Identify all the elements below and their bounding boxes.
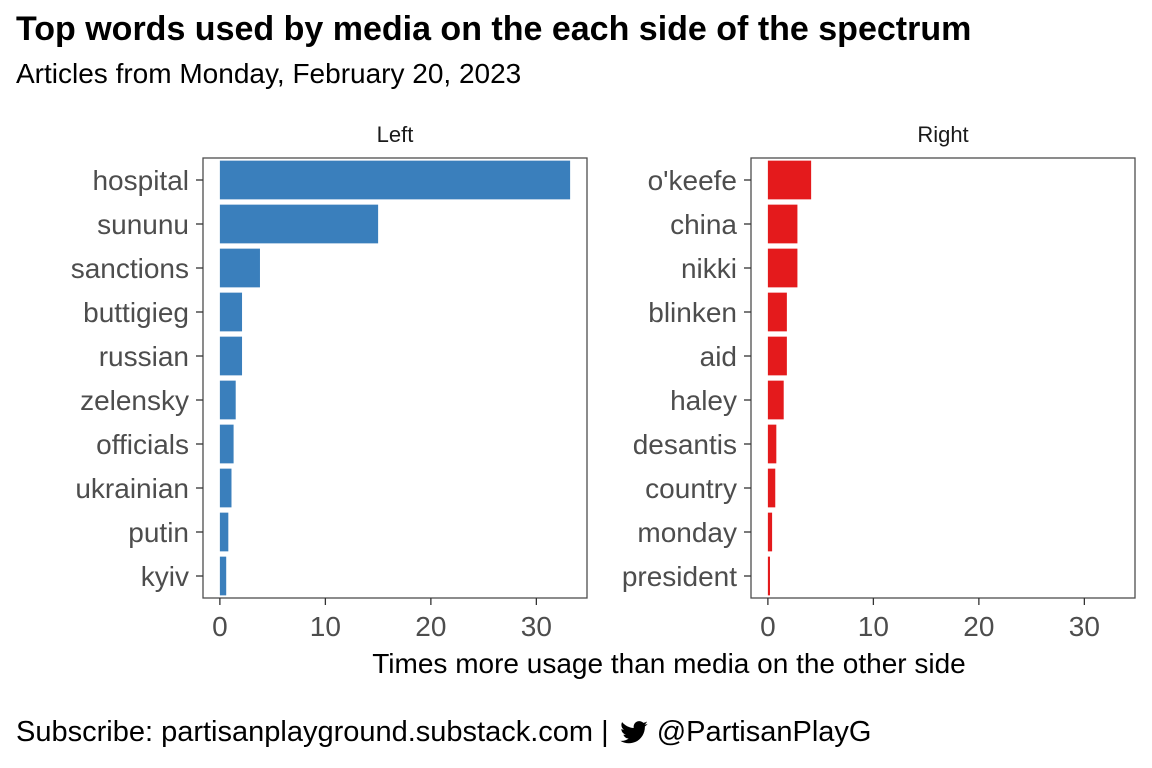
facet-label: Right: [917, 122, 968, 147]
x-tick-label: 20: [415, 611, 446, 642]
bar: [219, 336, 243, 376]
bar: [219, 512, 229, 552]
category-label: nikki: [681, 253, 737, 284]
category-label: putin: [128, 517, 189, 548]
x-tick-label: 10: [310, 611, 341, 642]
category-label: russian: [99, 341, 189, 372]
bar: [767, 512, 773, 552]
bar: [219, 424, 234, 464]
footer: Subscribe: partisanplayground.substack.c…: [16, 716, 871, 749]
category-label: kyiv: [141, 561, 189, 592]
bar: [219, 248, 260, 288]
bar: [219, 556, 227, 596]
twitter-bird-icon: [617, 718, 651, 748]
x-tick-label: 30: [1069, 611, 1100, 642]
x-axis-title: Times more usage than media on the other…: [372, 648, 966, 679]
bar: [767, 468, 776, 508]
category-label: sanctions: [71, 253, 189, 284]
x-tick-label: 20: [963, 611, 994, 642]
x-tick-label: 30: [521, 611, 552, 642]
facet-left: Left hospital sununu sanctions buttigieg russ…: [71, 122, 588, 642]
footer-subscribe-text: Subscribe: partisanplayground.substack.c…: [16, 716, 609, 748]
x-tick-label: 10: [858, 611, 889, 642]
bar: [219, 468, 232, 508]
bar: [767, 292, 787, 332]
bar: [767, 336, 787, 376]
category-label: monday: [637, 517, 737, 548]
chart-title: Top words used by media on the each side…: [16, 10, 972, 48]
facet-label: Left: [377, 122, 414, 147]
category-label: o'keefe: [648, 165, 737, 196]
bar: [219, 380, 236, 420]
bar: [767, 248, 798, 288]
bar: [219, 160, 571, 200]
x-tick-label: 0: [760, 611, 776, 642]
panel-border: [750, 157, 1136, 599]
bar: [767, 204, 798, 244]
x-tick-label: 0: [212, 611, 228, 642]
facet-right: Right o'keefe china nikki blinken aid haley des…: [622, 122, 1136, 642]
category-label: buttigieg: [83, 297, 189, 328]
category-label: haley: [670, 385, 737, 416]
footer-twitter-handle[interactable]: @PartisanPlayG: [656, 716, 872, 748]
category-label: china: [670, 209, 737, 240]
bar: [767, 160, 812, 200]
category-label: zelensky: [80, 385, 189, 416]
category-label: sununu: [97, 209, 189, 240]
chart: Left hospital sununu sanctions buttigieg russ…: [71, 122, 1136, 679]
category-label: president: [622, 561, 737, 592]
bar: [767, 424, 777, 464]
category-label: ukrainian: [75, 473, 189, 504]
panel-border: [202, 157, 588, 599]
category-label: officials: [96, 429, 189, 460]
category-label: blinken: [648, 297, 737, 328]
category-label: country: [645, 473, 737, 504]
category-label: desantis: [633, 429, 737, 460]
bar: [767, 556, 770, 596]
bar: [219, 204, 379, 244]
bar: [767, 380, 784, 420]
chart-subtitle: Articles from Monday, February 20, 2023: [16, 58, 522, 89]
category-label: aid: [700, 341, 737, 372]
category-label: hospital: [92, 165, 189, 196]
bar: [219, 292, 243, 332]
